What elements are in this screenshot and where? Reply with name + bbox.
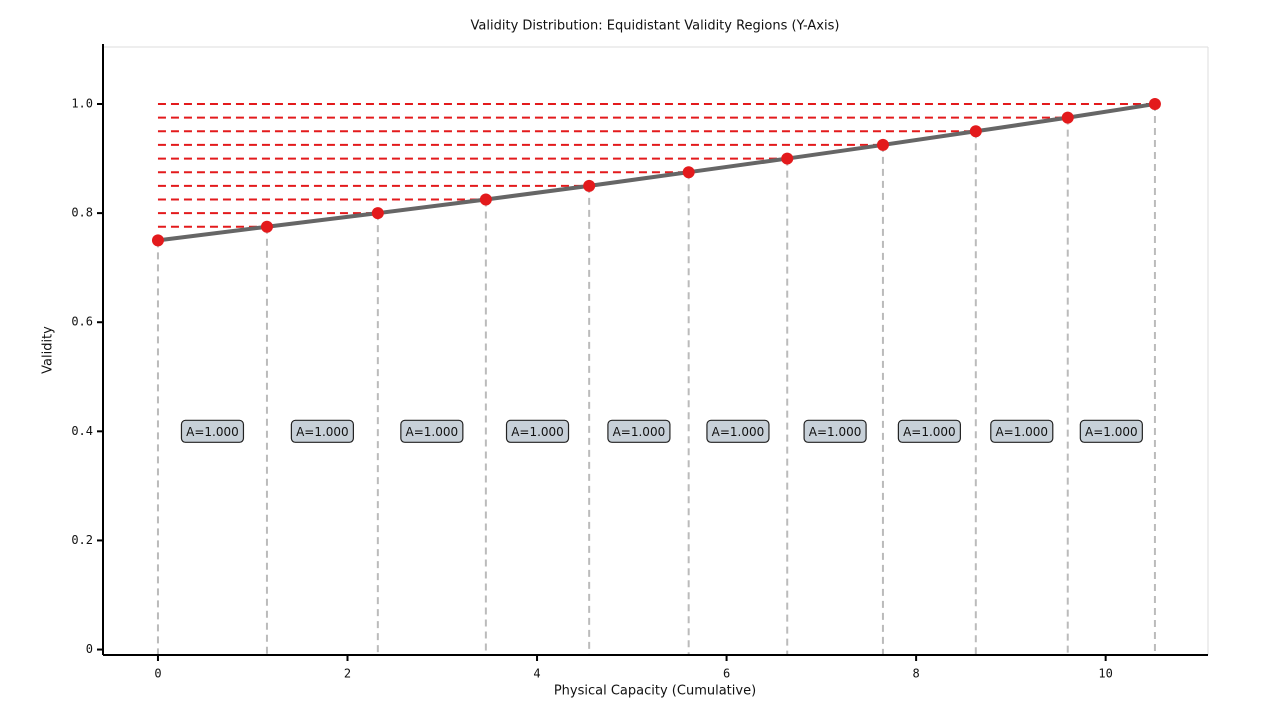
region-label: A=1.000 bbox=[406, 425, 459, 439]
region-label: A=1.000 bbox=[712, 425, 765, 439]
region-label: A=1.000 bbox=[995, 425, 1048, 439]
point bbox=[371, 207, 384, 220]
region-label-box bbox=[1079, 419, 1143, 443]
region-label-box bbox=[505, 419, 570, 443]
region-label: A=1.000 bbox=[511, 425, 564, 439]
point bbox=[1148, 98, 1161, 111]
region-label-box bbox=[803, 419, 867, 443]
region-label-box bbox=[400, 419, 464, 443]
point bbox=[876, 138, 889, 151]
region-label-box bbox=[607, 419, 671, 443]
x-tick-label: 2 bbox=[344, 667, 351, 681]
x-tick-label: 8 bbox=[912, 667, 919, 681]
region-label: A=1.000 bbox=[903, 425, 956, 439]
x-tick-label: 4 bbox=[533, 667, 540, 681]
region-label-box bbox=[180, 419, 245, 443]
point bbox=[151, 234, 164, 247]
x-tick-label: 0 bbox=[154, 667, 161, 681]
y-tick-label: 0.6 bbox=[71, 315, 93, 329]
region-label-box bbox=[706, 419, 770, 443]
y-tick-label: 0 bbox=[86, 642, 93, 656]
y-axis-label: Validity bbox=[41, 326, 56, 374]
y-tick-label: 1.0 bbox=[71, 97, 93, 111]
region-label-box bbox=[897, 419, 961, 443]
x-axis-label: Physical Capacity (Cumulative) bbox=[554, 684, 756, 699]
region-label-box bbox=[290, 419, 354, 443]
y-tick-label: 0.4 bbox=[71, 424, 93, 438]
point bbox=[682, 166, 695, 179]
point bbox=[260, 220, 273, 233]
region-label: A=1.000 bbox=[186, 425, 239, 439]
y-tick-label: 0.8 bbox=[71, 206, 93, 220]
point bbox=[479, 193, 492, 206]
region-label: A=1.000 bbox=[296, 425, 349, 439]
x-tick-label: 6 bbox=[723, 667, 730, 681]
x-tick-label: 10 bbox=[1098, 667, 1112, 681]
point bbox=[583, 179, 596, 192]
region-label: A=1.000 bbox=[1085, 425, 1138, 439]
y-tick-label: 0.2 bbox=[71, 533, 93, 547]
region-label-box bbox=[990, 419, 1054, 443]
point bbox=[1061, 111, 1074, 124]
point bbox=[781, 152, 794, 165]
chart-title: Validity Distribution: Equidistant Valid… bbox=[471, 19, 840, 34]
region-label: A=1.000 bbox=[809, 425, 862, 439]
region-label: A=1.000 bbox=[613, 425, 666, 439]
point bbox=[969, 125, 982, 138]
